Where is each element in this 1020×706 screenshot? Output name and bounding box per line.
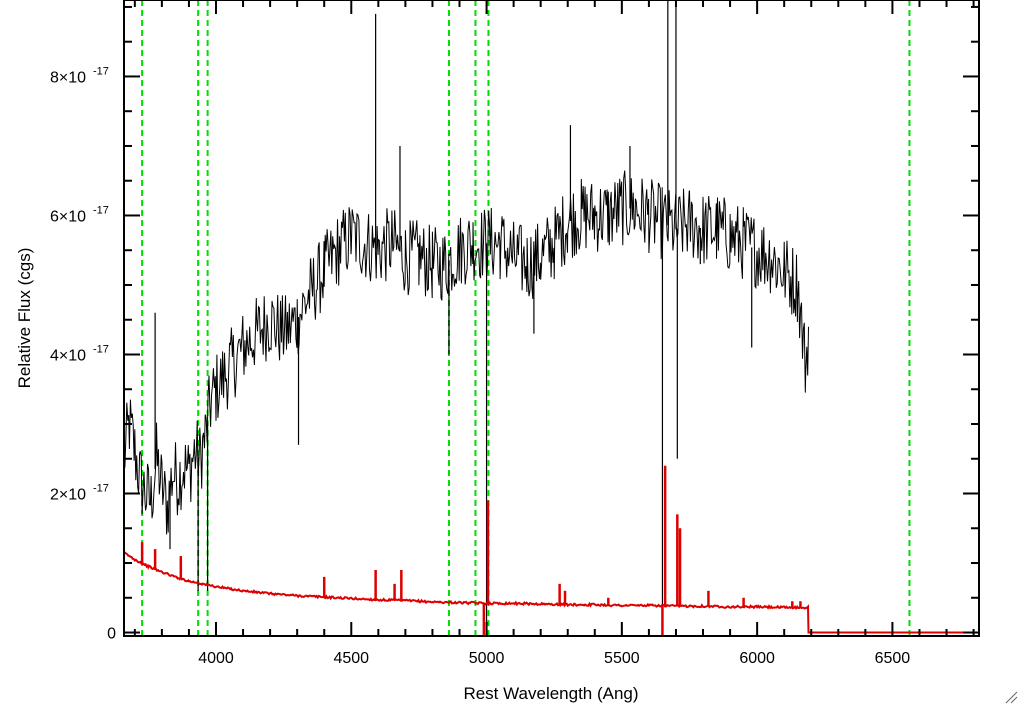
x-tick-label: 6500	[875, 650, 911, 667]
y-tick-label: 4×10	[50, 347, 86, 364]
y-tick-label: 6×10	[50, 208, 86, 225]
x-axis-label: Rest Wavelength (Ang)	[463, 684, 638, 703]
x-tick-label: 5500	[604, 650, 640, 667]
y-axis-label: Relative Flux (cgs)	[15, 248, 34, 389]
vertical-marker-lines	[141, 0, 911, 636]
y-tick-label: 8×10	[50, 69, 86, 86]
x-tick-label: 4000	[198, 650, 234, 667]
y-tick-exponent: -17	[93, 343, 109, 355]
x-tick-label: 5000	[469, 650, 505, 667]
resize-grip-icon[interactable]	[1004, 690, 1018, 704]
axis-ticks	[124, 0, 979, 636]
y-tick-exponent: -17	[93, 65, 109, 77]
y-tick-labels: 0 2×10 -17 4×10 -17 6×10 -17 8×10 -17	[50, 65, 116, 642]
x-tick-labels: 4000 4500 5000 5500 6000 6500	[198, 650, 910, 667]
series-layer	[124, 0, 979, 636]
y-tick-label: 2×10	[50, 487, 86, 504]
spectrum-series-1	[124, 550, 979, 634]
y-tick-label: 0	[107, 626, 116, 643]
x-tick-label: 6000	[739, 650, 775, 667]
spectrum-series-0	[124, 170, 809, 535]
y-tick-exponent: -17	[93, 483, 109, 495]
x-tick-label: 4500	[333, 650, 369, 667]
plot-frame	[123, 0, 980, 637]
y-tick-exponent: -17	[93, 204, 109, 216]
